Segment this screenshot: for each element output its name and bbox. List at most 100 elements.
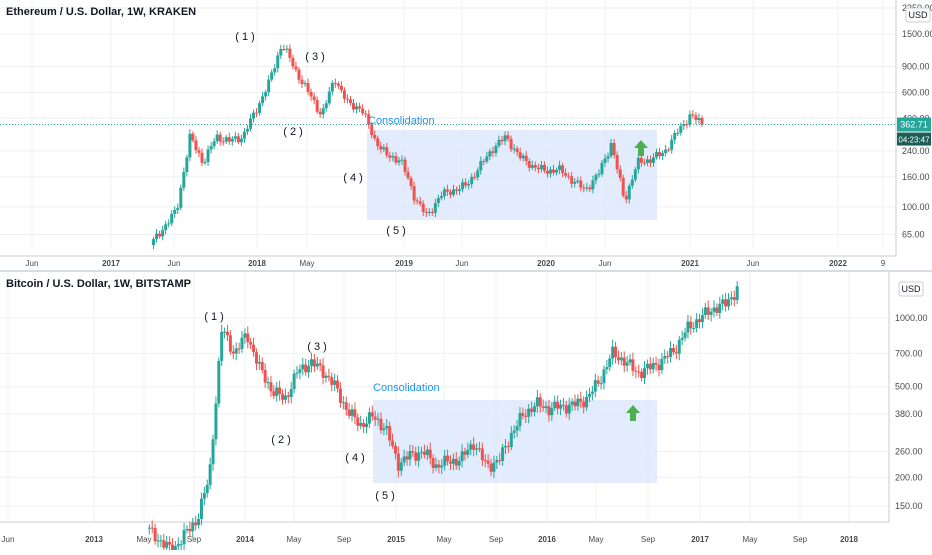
candle-body <box>237 348 241 350</box>
candle-body <box>637 371 641 373</box>
y-tick-label: 260.00 <box>895 446 923 456</box>
x-tick-label: May <box>286 535 301 544</box>
candle-body <box>292 373 296 390</box>
candle-body <box>691 114 695 116</box>
candle-body <box>170 213 174 224</box>
candle-body <box>431 458 435 468</box>
consolidation-label: Consolidation <box>368 115 435 127</box>
last-price-box <box>897 117 931 132</box>
wave-label: ( 2 ) <box>283 126 303 138</box>
candle-body <box>295 372 299 374</box>
candle-body <box>152 239 156 245</box>
candle-body <box>309 91 313 97</box>
wave-label: ( 3 ) <box>305 51 325 63</box>
candle-body <box>370 412 374 417</box>
candle-body <box>358 106 362 109</box>
candle-body <box>448 461 452 464</box>
candle-body <box>495 460 499 463</box>
candle-body <box>246 333 250 342</box>
up-arrow-icon <box>626 405 640 421</box>
candle-body <box>602 369 606 384</box>
ethereum-chart-panel[interactable]: Ethereum / U.S. Dollar, 1W, KRAKEN 2250.… <box>0 0 932 272</box>
candle-body <box>168 541 172 545</box>
candle-body <box>307 365 311 373</box>
candle-body <box>230 138 234 142</box>
candle-body <box>179 544 183 546</box>
candle-body <box>309 359 313 366</box>
candle-body <box>555 170 559 173</box>
wave-label: ( 4 ) <box>345 452 365 464</box>
candle-body <box>415 200 419 202</box>
candle-body <box>443 455 447 466</box>
candle-body <box>512 148 516 150</box>
candle-body <box>709 311 713 315</box>
candle-body <box>236 136 240 143</box>
candle-body <box>506 446 510 448</box>
candle-body <box>457 461 461 466</box>
x-tick-label: 2014 <box>236 535 254 544</box>
candle-body <box>269 382 273 392</box>
candle-body <box>248 118 252 129</box>
candle-body <box>312 96 316 101</box>
x-tick-label: Sep <box>187 535 202 544</box>
x-tick-label: Jun <box>456 259 469 268</box>
candle-body <box>161 230 165 237</box>
candle-body <box>300 79 304 84</box>
candle-body <box>194 522 198 526</box>
candle-body <box>677 339 681 354</box>
candle-body <box>342 90 346 99</box>
candle-body <box>621 177 625 196</box>
x-tick-label: Sep <box>337 535 352 544</box>
candle-body <box>570 401 574 405</box>
candle-body <box>639 157 643 163</box>
y-tick-label: 1500.00 <box>902 29 932 39</box>
eth-chart-svg[interactable]: 2250.001500.00900.00600.00400.00240.0016… <box>0 0 932 270</box>
candle-body <box>199 498 203 519</box>
x-tick-label: 2017 <box>102 259 120 268</box>
candle-body <box>559 404 563 409</box>
candle-body <box>267 79 271 93</box>
candle-body <box>164 224 168 231</box>
candle-body <box>158 233 162 237</box>
candle-body <box>587 393 591 397</box>
candle-body <box>209 146 213 150</box>
candle-body <box>379 146 383 150</box>
wave-label: ( 5 ) <box>375 490 395 502</box>
btc-chart-title: Bitcoin / U.S. Dollar, 1W, BITSTAMP <box>6 278 191 290</box>
candle-body <box>721 299 725 304</box>
x-tick-label: 9 <box>881 259 886 268</box>
candle-body <box>596 380 600 384</box>
candle-body <box>173 209 177 214</box>
candle-body <box>231 351 235 354</box>
x-tick-label: 2021 <box>681 259 699 268</box>
btc-chart-svg[interactable]: 1000.00 700.00 500.00 380.00 260.00 200.00 150… <box>0 268 932 555</box>
candle-body <box>260 362 264 371</box>
candle-body <box>724 299 728 307</box>
candle-body <box>515 426 519 431</box>
x-tick-label: Sep <box>641 535 656 544</box>
candle-body <box>636 157 640 170</box>
candle-body <box>567 404 571 414</box>
candle-body <box>518 413 522 427</box>
x-tick-label: 2016 <box>538 535 556 544</box>
candle-body <box>179 187 183 208</box>
candle-body <box>285 48 289 50</box>
candle-body <box>488 151 492 157</box>
candle-body <box>509 432 513 448</box>
candle-body <box>593 380 597 392</box>
candle-body <box>518 152 522 159</box>
candle-body <box>182 172 186 188</box>
x-tick-label: Jun <box>26 259 39 268</box>
candle-body <box>233 136 237 139</box>
bitcoin-chart-panel[interactable]: Bitcoin / U.S. Dollar, 1W, BITSTAMP 1000… <box>0 268 932 555</box>
candle-body <box>615 155 619 170</box>
candle-body <box>327 375 331 378</box>
usd-unit-box <box>905 7 931 23</box>
candle-body <box>165 541 169 548</box>
panel-divider[interactable] <box>0 270 932 272</box>
x-tick-label: May <box>299 259 314 268</box>
countdown-label: 04:23:47 <box>898 136 930 145</box>
candle-body <box>480 448 484 461</box>
candle-body <box>245 128 249 132</box>
candle-body <box>352 103 356 110</box>
